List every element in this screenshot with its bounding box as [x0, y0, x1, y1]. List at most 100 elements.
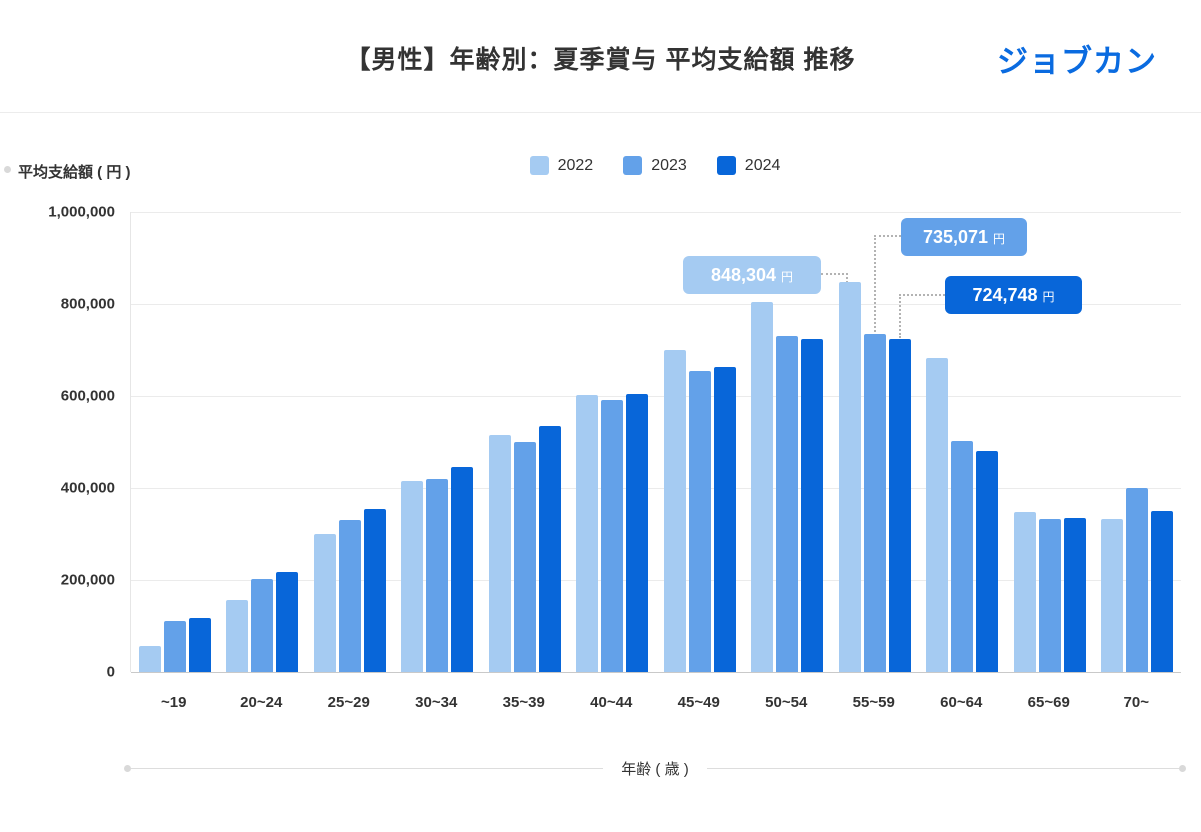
axis-divider-line — [131, 768, 604, 769]
y-tick-label: 800,000 — [60, 295, 115, 313]
x-tick-label: 50~54 — [765, 694, 808, 711]
annotation-unit: 円 — [781, 270, 794, 284]
legend-swatch-2024 — [716, 156, 736, 175]
x-tick-label: 30~34 — [415, 694, 458, 711]
bar-2022-60~64 — [926, 357, 949, 672]
gridline — [131, 580, 1181, 581]
bar-group-60~64 — [919, 212, 1007, 672]
x-tick-label: 60~64 — [940, 694, 983, 711]
decorative-dot — [1179, 765, 1186, 772]
bar-2024-55~59 — [888, 338, 911, 672]
decorative-dot — [124, 765, 131, 772]
callout-connector-2022 — [846, 273, 848, 283]
x-axis-labels: ~19 20~24 25~29 30~34 35~39 40~44 45~49 50~54 55… — [130, 694, 1180, 711]
y-tick-label: 400,000 — [60, 479, 115, 497]
bar-2023-65~69 — [1038, 518, 1061, 672]
callout-connector-2024 — [899, 294, 945, 296]
bar-2024-40~44 — [626, 393, 649, 672]
bar-2022-65~69 — [1013, 511, 1036, 672]
y-axis-title: 平均支給額 ( 円 ) — [18, 164, 131, 181]
x-tick-label: 45~49 — [677, 694, 720, 711]
gridline — [131, 672, 1181, 673]
y-tick-label: 1,000,000 — [48, 203, 115, 221]
bar-2022-40~44 — [576, 394, 599, 672]
bar-group-45~49 — [656, 212, 744, 672]
bar-2022-50~54 — [751, 301, 774, 672]
bar-2024-45~49 — [713, 367, 736, 672]
bar-2023-35~39 — [513, 442, 536, 672]
bar-group-70~ — [1094, 212, 1182, 672]
annotation-number: 735,071 — [922, 226, 989, 247]
bar-2024-35~39 — [538, 425, 561, 672]
bar-2022-20~24 — [226, 599, 249, 672]
callout-connector-2023 — [874, 235, 876, 332]
bar-2024-65~69 — [1063, 517, 1086, 672]
bar-2024-60~64 — [976, 451, 999, 672]
bar-group-20~24 — [219, 212, 307, 672]
bar-2022-25~29 — [313, 534, 336, 672]
bars-container — [131, 212, 1181, 672]
legend-label: 2022 — [557, 156, 594, 174]
bar-2023-45~49 — [688, 370, 711, 672]
annotation-unit: 円 — [1042, 290, 1055, 304]
bar-2024-20~24 — [276, 571, 299, 672]
x-tick-label: 40~44 — [590, 694, 633, 711]
bar-group-25~29 — [306, 212, 394, 672]
annotation-unit: 円 — [993, 232, 1006, 246]
bar-group-50~54 — [744, 212, 832, 672]
callout-connector-2022 — [821, 273, 848, 275]
legend-label: 2024 — [744, 156, 781, 174]
callout-connector-2024 — [899, 294, 901, 338]
x-tick-label: 20~24 — [240, 694, 283, 711]
y-tick-label: 0 — [106, 663, 115, 681]
y-tick-label: 600,000 — [60, 387, 115, 405]
bar-group-55~59 — [831, 212, 919, 672]
x-tick-label: 35~39 — [502, 694, 545, 711]
gridline — [131, 396, 1181, 397]
plot-area: 848,304 円 735,071 円 724,748 円 1,000,000 8… — [48, 204, 1181, 681]
bar-2023-40~44 — [601, 399, 624, 672]
annotation-2022-value: 848,304 円 — [683, 256, 821, 294]
bar-group-30~34 — [394, 212, 482, 672]
annotation-2023-value: 735,071 円 — [901, 218, 1027, 256]
header-divider — [0, 112, 1201, 113]
bar-2022-45~49 — [663, 350, 686, 672]
x-axis-title: 年齢 ( 歳 ) — [621, 761, 689, 778]
legend-swatch-2022 — [529, 156, 549, 175]
x-tick-label: 55~59 — [852, 694, 895, 711]
bar-2024-30~34 — [451, 467, 474, 672]
bar-group-~19 — [131, 212, 219, 672]
bar-2023-30~34 — [426, 478, 449, 672]
gridline — [131, 212, 1181, 213]
bar-group-40~44 — [569, 212, 657, 672]
bar-2023-70~ — [1126, 488, 1149, 672]
x-tick-label: 70~ — [1123, 694, 1149, 711]
bar-2023-20~24 — [251, 578, 274, 672]
legend-item-2023: 2023 — [623, 156, 687, 175]
annotation-number: 724,748 — [972, 284, 1038, 305]
callout-connector-2023 — [874, 235, 901, 237]
page-title: 【男性】年齢別：夏季賞与 平均支給額 推移 — [345, 46, 856, 74]
bar-2024-25~29 — [363, 508, 386, 672]
bar-group-65~69 — [1006, 212, 1094, 672]
bar-group-35~39 — [481, 212, 569, 672]
bar-2024-50~54 — [801, 338, 824, 672]
bar-2022-35~39 — [488, 435, 511, 672]
y-tick-label: 200,000 — [60, 571, 115, 589]
legend-label: 2023 — [651, 156, 687, 174]
gridline — [131, 488, 1181, 489]
bar-2024-70~ — [1151, 511, 1174, 672]
bar-2023-55~59 — [863, 333, 886, 672]
bar-2022-~19 — [138, 645, 161, 672]
bar-2022-55~59 — [838, 281, 861, 672]
legend-item-2024: 2024 — [716, 156, 781, 175]
legend-swatch-2023 — [623, 156, 643, 175]
annotation-number: 848,304 — [710, 264, 777, 285]
x-tick-label: 65~69 — [1027, 694, 1070, 711]
bar-2023-60~64 — [951, 441, 974, 672]
bar-2022-30~34 — [401, 481, 424, 672]
x-tick-label: ~19 — [161, 694, 187, 711]
x-tick-label: 25~29 — [327, 694, 370, 711]
legend-item-2022: 2022 — [529, 156, 594, 175]
axis-divider-line — [706, 768, 1179, 769]
